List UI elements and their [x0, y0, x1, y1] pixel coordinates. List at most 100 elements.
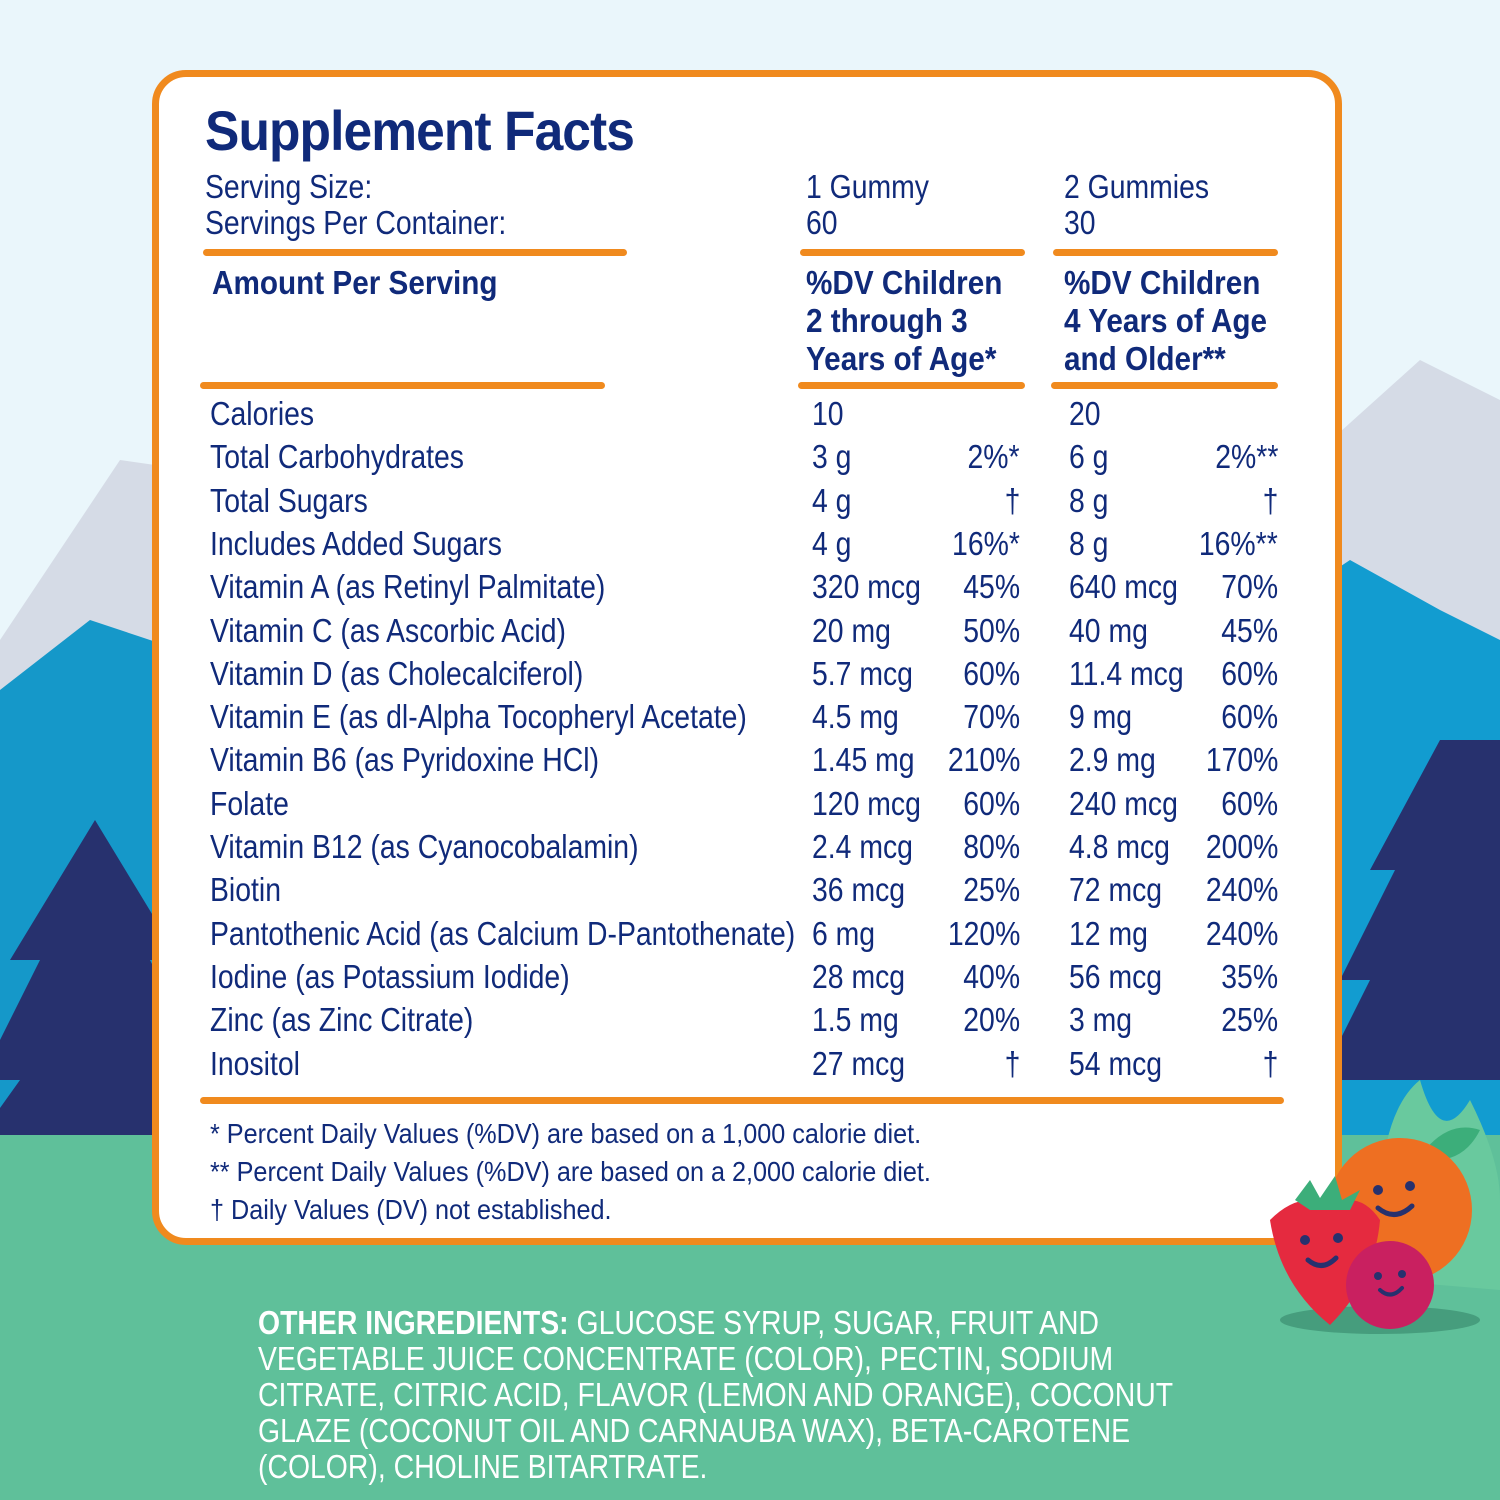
col1-dv: 2%* — [967, 438, 1020, 475]
divider — [200, 1097, 1284, 1104]
col1-amount: 4 g — [812, 525, 852, 562]
col1-dv: † — [1004, 1045, 1020, 1082]
col1-amount: 28 mcg — [812, 958, 906, 995]
col2-amount: 12 mg — [1069, 915, 1148, 952]
col1-dv: 70% — [963, 698, 1020, 735]
col1-amount: 27 mcg — [812, 1045, 906, 1082]
divider — [200, 382, 605, 389]
col2-amount: 6 g — [1069, 438, 1109, 475]
col1-dv: 16%* — [952, 525, 1020, 562]
col1-dv: 40% — [963, 958, 1020, 995]
col1-servings: 60 — [806, 204, 838, 241]
col2-serving-size: 2 Gummies — [1064, 168, 1210, 205]
other-ingredients-text: GLUCOSE SYRUP, SUGAR, FRUIT AND VEGETABL… — [258, 1304, 1173, 1485]
col2-amount: 8 g — [1069, 482, 1109, 519]
fruit-characters-illustration — [1270, 1127, 1480, 1334]
col1-amount: 6 mg — [812, 915, 876, 952]
footnote: † Daily Values (DV) not established. — [210, 1194, 612, 1225]
col2-amount: 4.8 mcg — [1069, 828, 1170, 865]
nutrient-name: Iodine (as Potassium Iodide) — [210, 958, 570, 995]
col2-dv: 70% — [1221, 568, 1278, 605]
nutrient-name: Folate — [210, 785, 289, 822]
footnote: ** Percent Daily Values (%DV) are based … — [210, 1156, 931, 1187]
col1-dv: 25% — [963, 871, 1020, 908]
col2-amount: 20 — [1069, 395, 1101, 432]
col1-amount: 2.4 mcg — [812, 828, 913, 865]
nutrient-name: Inositol — [210, 1045, 300, 1082]
col1-amount: 1.45 mg — [812, 741, 915, 778]
servings-per-container-label: Servings Per Container: — [205, 204, 507, 241]
col2-dv: 45% — [1221, 612, 1278, 649]
col2-amount: 11.4 mcg — [1069, 655, 1184, 692]
col2-amount: 54 mcg — [1069, 1045, 1163, 1082]
col1-amount: 36 mcg — [812, 871, 906, 908]
col1-amount: 320 mcg — [812, 568, 921, 605]
col1-header-line: 2 through 3 — [806, 302, 968, 339]
col1-dv: 80% — [963, 828, 1020, 865]
col2-amount: 9 mg — [1069, 698, 1133, 735]
serving-size-label: Serving Size: — [205, 168, 373, 205]
other-ingredients-label: OTHER INGREDIENTS: — [258, 1304, 569, 1341]
amount-per-serving-header: Amount Per Serving — [212, 264, 498, 301]
col1-amount: 5.7 mcg — [812, 655, 913, 692]
divider — [798, 382, 1025, 389]
nutrient-name: Vitamin B12 (as Cyanocobalamin) — [210, 828, 639, 865]
tree-right — [1320, 740, 1500, 1080]
col2-dv: † — [1262, 482, 1278, 519]
col1-amount: 4.5 mg — [812, 698, 899, 735]
divider — [203, 249, 627, 256]
divider — [800, 249, 1025, 256]
page-title: Supplement Facts — [205, 99, 635, 162]
col1-dv: 60% — [963, 655, 1020, 692]
col1-dv: 210% — [947, 741, 1020, 778]
col2-dv: 200% — [1205, 828, 1278, 865]
col2-dv: 60% — [1221, 655, 1278, 692]
col1-amount: 10 — [812, 395, 844, 432]
divider — [1053, 249, 1278, 256]
col2-dv: 16%** — [1199, 525, 1278, 562]
col2-amount: 40 mg — [1069, 612, 1148, 649]
col1-header-line: Years of Age* — [806, 340, 997, 377]
col2-dv: 240% — [1205, 915, 1278, 952]
nutrient-name: Vitamin C (as Ascorbic Acid) — [210, 612, 566, 649]
col1-amount: 20 mg — [812, 612, 891, 649]
col1-amount: 1.5 mg — [812, 1001, 899, 1038]
col2-servings: 30 — [1064, 204, 1096, 241]
col1-amount: 4 g — [812, 482, 852, 519]
col1-dv: 60% — [963, 785, 1020, 822]
other-ingredients: OTHER INGREDIENTS: GLUCOSE SYRUP, SUGAR,… — [258, 1305, 1187, 1485]
col2-amount: 8 g — [1069, 525, 1109, 562]
col2-amount: 640 mcg — [1069, 568, 1178, 605]
col1-dv: 50% — [963, 612, 1020, 649]
nutrient-name: Vitamin D (as Cholecalciferol) — [210, 655, 584, 692]
footnote: * Percent Daily Values (%DV) are based o… — [210, 1118, 922, 1149]
col2-dv: 25% — [1221, 1001, 1278, 1038]
col2-amount: 240 mcg — [1069, 785, 1178, 822]
nutrient-name: Vitamin B6 (as Pyridoxine HCl) — [210, 741, 600, 778]
col2-amount: 56 mcg — [1069, 958, 1163, 995]
col1-dv: 45% — [963, 568, 1020, 605]
col2-header-line: 4 Years of Age — [1064, 302, 1268, 339]
col1-serving-size: 1 Gummy — [806, 168, 930, 205]
col1-dv: 20% — [963, 1001, 1020, 1038]
col1-dv: † — [1004, 482, 1020, 519]
divider — [1051, 382, 1278, 389]
col2-dv: 2%** — [1214, 438, 1278, 475]
col1-amount: 3 g — [812, 438, 852, 475]
col2-dv: † — [1262, 1045, 1278, 1082]
col1-dv: 120% — [947, 915, 1020, 952]
col2-header-line: and Older** — [1064, 340, 1226, 377]
col2-dv: 60% — [1221, 785, 1278, 822]
col2-amount: 2.9 mg — [1069, 741, 1156, 778]
berry-icon — [1346, 1241, 1434, 1329]
nutrient-name: Zinc (as Zinc Citrate) — [210, 1001, 474, 1038]
nutrient-name: Vitamin A (as Retinyl Palmitate) — [210, 568, 606, 605]
col2-amount: 72 mcg — [1069, 871, 1163, 908]
nutrient-name: Calories — [210, 395, 315, 432]
col2-dv: 60% — [1221, 698, 1278, 735]
nutrient-name: Total Carbohydrates — [210, 438, 464, 475]
nutrient-name: Includes Added Sugars — [210, 525, 502, 562]
nutrient-name: Vitamin E (as dl-Alpha Tocopheryl Acetat… — [210, 698, 747, 735]
nutrient-name: Total Sugars — [210, 482, 368, 519]
col2-header-line: %DV Children — [1064, 264, 1261, 301]
